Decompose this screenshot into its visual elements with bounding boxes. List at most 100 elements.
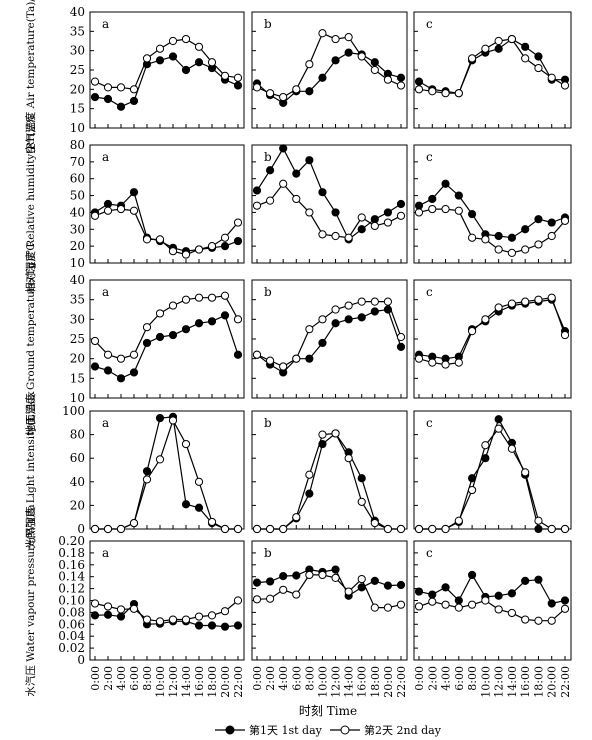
data-point-day2 xyxy=(547,73,556,82)
y-tick-label: 15 xyxy=(70,102,85,116)
data-point-day1 xyxy=(90,611,100,620)
data-point-day1 xyxy=(279,144,288,153)
data-point-day1 xyxy=(370,215,379,224)
data-point-day1 xyxy=(207,317,217,326)
y-axis-title: 相对湿度 Relative humidity(RH)/% xyxy=(24,115,37,293)
data-point-day2 xyxy=(305,325,314,334)
data-point-day1 xyxy=(494,591,503,600)
y-tick-label: 80 xyxy=(70,138,85,152)
data-point-day1 xyxy=(454,596,463,605)
series-line-day2 xyxy=(95,418,238,530)
y-tick-label: 20 xyxy=(70,239,85,253)
panel-frame xyxy=(89,11,245,129)
data-point-day2 xyxy=(441,360,450,369)
data-point-day1 xyxy=(90,362,100,371)
data-point-day2 xyxy=(547,616,556,625)
data-point-day2 xyxy=(414,85,424,94)
data-point-day2 xyxy=(194,612,204,621)
y-tick-label: 0.10 xyxy=(58,594,85,608)
data-point-day2 xyxy=(265,356,275,365)
y-tick-label: 70 xyxy=(70,155,85,169)
data-point-day2 xyxy=(454,603,463,612)
data-point-day1 xyxy=(318,73,327,82)
y-tick-label: 0.08 xyxy=(58,605,85,619)
x-tick-label: 18:00 xyxy=(206,666,219,698)
data-point-day1 xyxy=(103,610,113,619)
x-tick-label: 22:00 xyxy=(395,666,408,698)
panel-frame xyxy=(413,11,572,129)
data-point-day1 xyxy=(560,596,570,605)
data-point-day2 xyxy=(441,204,450,214)
series-line-day1 xyxy=(94,55,239,108)
series-line-day2 xyxy=(419,427,565,530)
x-tick-label: 12:00 xyxy=(330,666,343,698)
x-tick-label: 8:00 xyxy=(466,666,479,691)
data-point-day2 xyxy=(220,524,230,534)
data-point-day2 xyxy=(155,44,165,53)
data-point-day2 xyxy=(441,524,450,534)
data-point-day1 xyxy=(181,500,191,509)
data-point-day2 xyxy=(116,354,126,363)
panel-label: a xyxy=(102,546,109,560)
data-point-day2 xyxy=(129,350,139,359)
data-point-day2 xyxy=(494,245,503,254)
series-line-day1 xyxy=(418,182,566,239)
y-tick-label: 40 xyxy=(70,273,85,287)
data-point-day1 xyxy=(318,188,327,197)
data-point-day2 xyxy=(560,604,570,613)
data-point-day2 xyxy=(142,475,152,484)
y-tick-label: 50 xyxy=(70,189,85,203)
data-point-day2 xyxy=(454,89,463,98)
data-point-day2 xyxy=(383,524,393,534)
data-point-day1 xyxy=(265,577,275,586)
data-point-day1 xyxy=(344,315,353,324)
data-point-day1 xyxy=(370,58,379,67)
data-point-day1 xyxy=(194,58,204,67)
data-point-day1 xyxy=(233,81,243,90)
data-point-day2 xyxy=(90,77,100,86)
series-line-day1 xyxy=(256,147,402,241)
data-point-day2 xyxy=(521,468,530,477)
data-point-day1 xyxy=(305,87,314,96)
panel-label: a xyxy=(102,17,109,31)
data-point-day1 xyxy=(207,621,217,630)
data-point-day1 xyxy=(534,575,543,584)
y-tick-label: 10 xyxy=(70,256,85,270)
data-point-day2 xyxy=(331,305,340,314)
series-line-day1 xyxy=(95,416,238,530)
x-tick-label: 4:00 xyxy=(440,666,453,691)
data-point-day2 xyxy=(370,297,379,306)
data-point-day2 xyxy=(383,297,393,306)
data-point-day2 xyxy=(560,81,570,90)
series-line-day2 xyxy=(418,297,566,366)
data-point-day1 xyxy=(279,572,288,581)
data-point-day2 xyxy=(103,524,113,534)
data-point-day1 xyxy=(396,73,406,82)
data-point-day2 xyxy=(220,71,230,80)
data-point-day2 xyxy=(467,54,477,63)
y-tick-label: 30 xyxy=(70,222,85,236)
series-line-day1 xyxy=(94,314,239,379)
legend-marker-day2 xyxy=(340,725,350,735)
data-point-day2 xyxy=(396,524,406,534)
y-tick-label: 0.18 xyxy=(58,546,85,560)
data-point-day2 xyxy=(318,230,327,239)
data-point-day1 xyxy=(534,52,543,61)
data-point-day2 xyxy=(194,293,204,302)
data-point-day2 xyxy=(357,52,366,61)
data-point-day2 xyxy=(318,430,327,439)
data-point-day2 xyxy=(90,599,100,608)
x-tick-label: 14:00 xyxy=(180,666,193,698)
data-point-day2 xyxy=(507,608,517,618)
data-point-day2 xyxy=(207,58,217,67)
data-point-day1 xyxy=(265,166,275,175)
data-point-day1 xyxy=(507,589,517,598)
data-point-day1 xyxy=(129,96,139,106)
data-point-day2 xyxy=(142,235,152,244)
x-tick-label: 20:00 xyxy=(382,666,395,698)
data-point-day2 xyxy=(507,34,517,44)
data-point-day1 xyxy=(467,570,477,580)
data-point-day1 xyxy=(103,199,113,209)
x-tick-label: 20:00 xyxy=(546,666,559,698)
